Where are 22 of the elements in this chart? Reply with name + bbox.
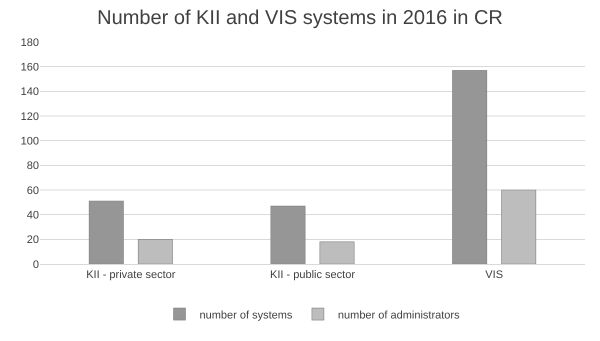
x-tick-label: KII - public sector [270, 269, 356, 282]
y-tick-label: 140 [20, 86, 39, 98]
bar [320, 242, 354, 264]
y-tick-label: 120 [20, 110, 39, 123]
bar [452, 70, 488, 264]
y-tick-label: 0 [32, 258, 39, 271]
bar [270, 206, 306, 264]
y-tick-label: 20 [26, 234, 39, 246]
legend-label: number of administrators [338, 309, 460, 322]
legend-label: number of systems [200, 309, 293, 322]
bar [138, 239, 173, 264]
bar [501, 190, 536, 264]
y-tick-label: 180 [20, 36, 39, 49]
y-tick-label: 160 [20, 62, 39, 74]
y-tick-label: 40 [26, 210, 39, 222]
x-tick-label: KII - private sector [86, 269, 176, 282]
x-tick-label: VIS [485, 269, 504, 282]
bar [88, 200, 124, 264]
y-tick-label: 100 [20, 136, 39, 148]
y-tick-label: 80 [26, 160, 39, 172]
chart-title: Number of KII and VIS systems in 2016 in CR [97, 7, 503, 30]
y-tick-label: 60 [26, 184, 39, 197]
